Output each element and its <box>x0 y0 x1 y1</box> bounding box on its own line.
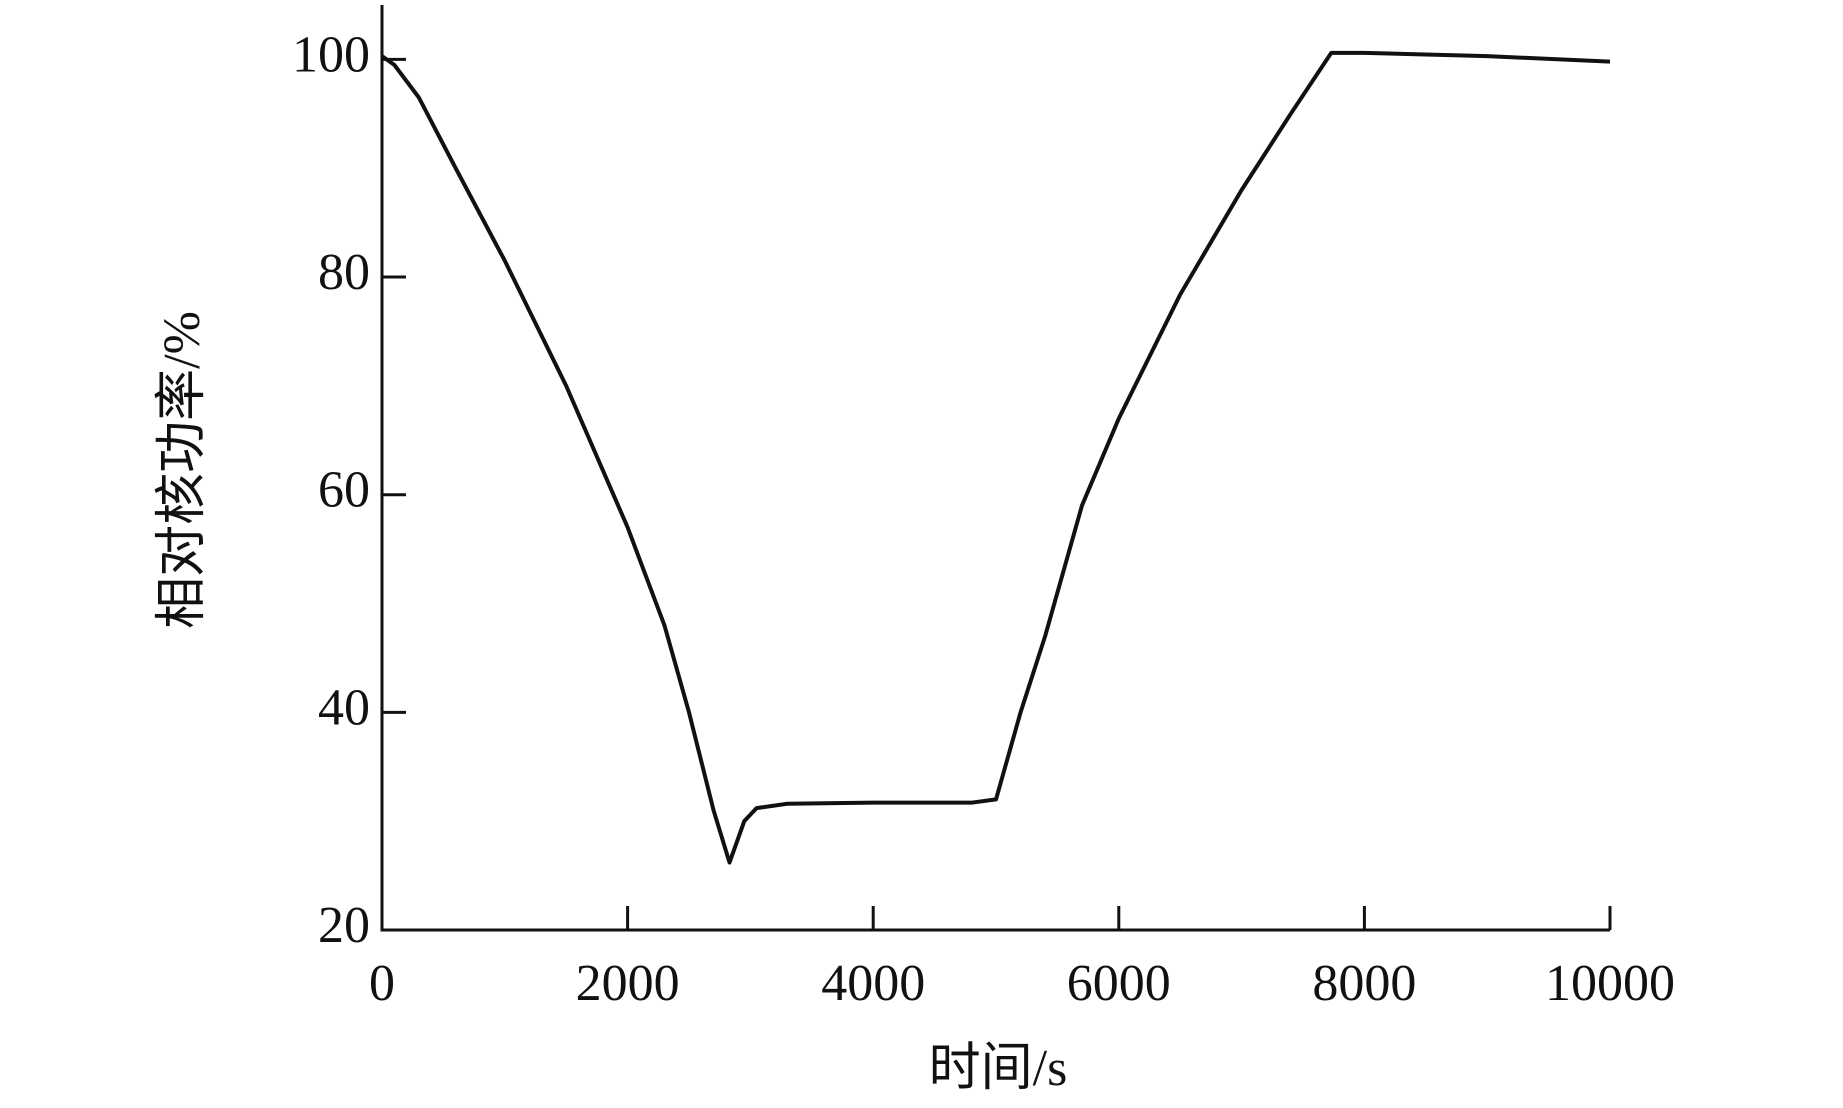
x-tick-label: 4000 <box>821 955 925 1012</box>
axes <box>380 5 1610 932</box>
x-tick-label: 10000 <box>1545 955 1675 1012</box>
x-axis-label: 时间/s <box>929 1040 1068 1097</box>
y-tick-label: 20 <box>318 897 370 954</box>
y-tick-label: 60 <box>318 462 370 519</box>
data-line <box>380 50 1611 865</box>
x-tick-label: 2000 <box>576 955 680 1012</box>
y-tick-label: 40 <box>318 679 370 736</box>
y-axis-label: 相对核功率/% <box>154 311 211 629</box>
y-tick-label: 100 <box>292 26 370 83</box>
x-tick-label: 8000 <box>1312 955 1416 1012</box>
y-tick-label: 80 <box>318 244 370 301</box>
x-tick-label: 0 <box>369 955 395 1012</box>
x-tick-label: 6000 <box>1067 955 1171 1012</box>
